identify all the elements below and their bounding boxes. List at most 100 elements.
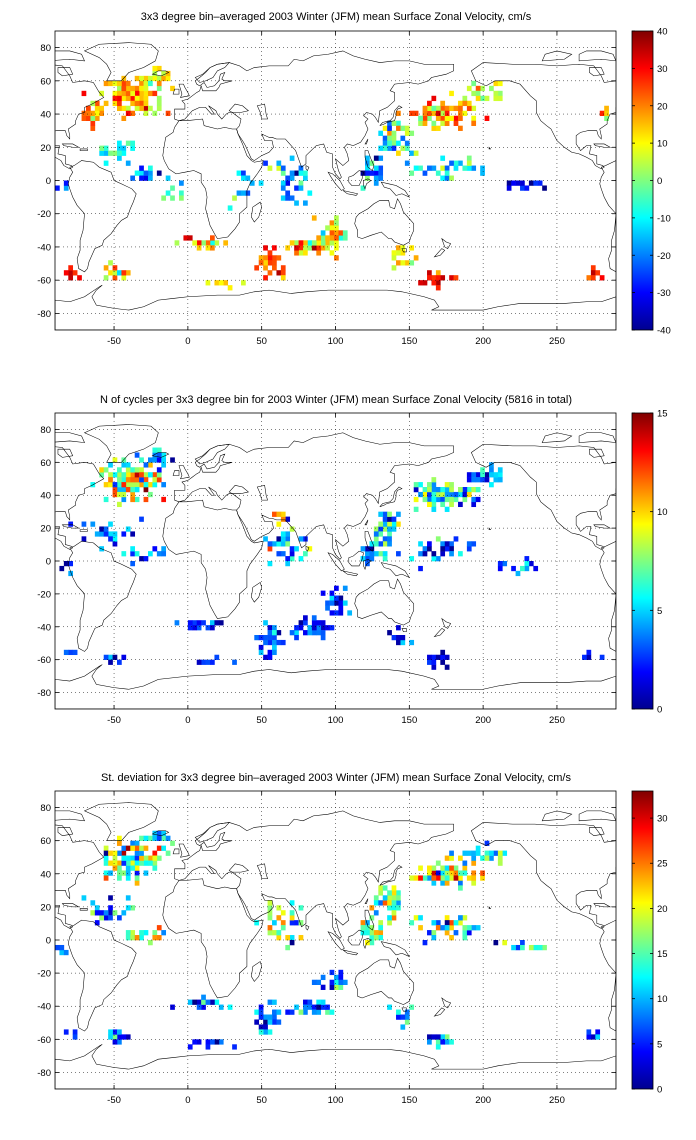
- bin-cell: [81, 90, 87, 97]
- bin-cell: [449, 496, 454, 503]
- bin-cell: [471, 105, 477, 112]
- bin-cell: [338, 979, 344, 985]
- bin-cell: [396, 551, 401, 557]
- bin-cell: [267, 925, 273, 931]
- bin-cell: [458, 551, 463, 557]
- bin-cell: [130, 477, 136, 483]
- bin-cell: [497, 561, 503, 567]
- bin-cell: [267, 1019, 273, 1025]
- bin-cell: [435, 491, 441, 498]
- bin-cell: [511, 180, 516, 186]
- bin-cell: [466, 105, 472, 112]
- bin-cell: [148, 860, 153, 866]
- bin-cell: [161, 930, 167, 936]
- bin-cell: [289, 920, 295, 926]
- bin-cell: [329, 625, 335, 631]
- bin-cell: [444, 487, 450, 493]
- bin-cell: [303, 170, 308, 176]
- bin-cell: [387, 130, 392, 136]
- bin-cell: [72, 1029, 78, 1035]
- bin-cell: [462, 487, 468, 493]
- bin-cell: [444, 925, 450, 931]
- bin-cell: [117, 875, 122, 881]
- bin-cell: [311, 245, 317, 251]
- bin-cell: [201, 994, 206, 1000]
- bin-cell: [272, 255, 277, 261]
- bin-cell: [458, 100, 463, 107]
- bin-cell: [263, 260, 268, 266]
- bin-cell: [435, 270, 441, 276]
- bin-cell: [471, 165, 477, 171]
- bin-cell: [316, 240, 322, 246]
- bin-cell: [325, 625, 330, 631]
- bin-cell: [431, 165, 437, 171]
- y-tick-label: 20: [40, 143, 51, 154]
- bin-cell: [382, 135, 388, 141]
- bin-cell: [125, 860, 131, 866]
- bin-cell: [156, 447, 162, 453]
- bin-cell: [112, 100, 118, 107]
- bin-cell: [103, 910, 109, 916]
- bin-cell: [117, 95, 122, 102]
- bin-cell: [192, 1039, 198, 1045]
- bin-cell: [99, 145, 105, 151]
- bin-cell: [152, 850, 158, 856]
- bin-cell: [285, 541, 291, 547]
- bin-cell: [280, 270, 286, 276]
- bin-cell: [103, 265, 109, 271]
- bin-cell: [316, 245, 322, 251]
- bin-cell: [134, 75, 140, 82]
- bin-cell: [329, 235, 335, 241]
- bin-cell: [422, 875, 428, 881]
- bin-cell: [334, 215, 339, 221]
- bin-cell: [475, 472, 481, 478]
- bin-cell: [134, 860, 140, 866]
- bin-cell: [130, 551, 136, 557]
- bin-cell: [475, 850, 481, 856]
- bin-cell: [68, 270, 74, 276]
- bin-cell: [427, 115, 432, 121]
- bin-cell: [391, 635, 397, 641]
- bin-cell: [435, 870, 441, 876]
- bin-cell: [214, 280, 220, 286]
- bin-cell: [365, 925, 370, 931]
- bin-cell: [165, 190, 171, 196]
- bin-cell: [329, 969, 335, 976]
- bin-cell: [400, 135, 406, 141]
- y-tick-label: 60: [40, 458, 51, 469]
- bin-cell: [471, 860, 477, 866]
- bin-cell: [378, 531, 384, 537]
- bin-cell: [210, 659, 215, 665]
- bin-cell: [316, 620, 322, 626]
- x-tick-label: 100: [328, 715, 344, 726]
- bin-cell: [148, 940, 153, 946]
- bin-cell: [422, 551, 428, 557]
- bin-cell: [378, 526, 384, 532]
- bin-cell: [99, 472, 105, 478]
- bin-cell: [148, 80, 153, 87]
- bin-cell: [289, 900, 295, 906]
- bin-cell: [382, 895, 388, 901]
- bin-cell: [99, 105, 105, 112]
- data-cells: [59, 447, 605, 670]
- bin-cell: [365, 551, 370, 557]
- bin-cell: [604, 105, 609, 112]
- bin-cell: [285, 561, 291, 567]
- bin-cell: [396, 250, 401, 256]
- bin-cell: [440, 870, 446, 876]
- bin-cell: [152, 90, 158, 97]
- bin-cell: [139, 935, 144, 941]
- bin-cell: [427, 496, 432, 503]
- bin-cell: [524, 556, 530, 562]
- bin-cell: [90, 120, 96, 126]
- bin-cell: [214, 240, 220, 246]
- bin-cell: [152, 75, 158, 82]
- bin-cell: [484, 855, 490, 861]
- bin-cell: [201, 1004, 206, 1010]
- bin-cell: [276, 915, 282, 921]
- bin-cell: [378, 890, 384, 896]
- bin-cell: [471, 880, 477, 886]
- bin-cell: [497, 90, 503, 97]
- bin-cell: [427, 541, 432, 547]
- bin-cell: [590, 1034, 596, 1040]
